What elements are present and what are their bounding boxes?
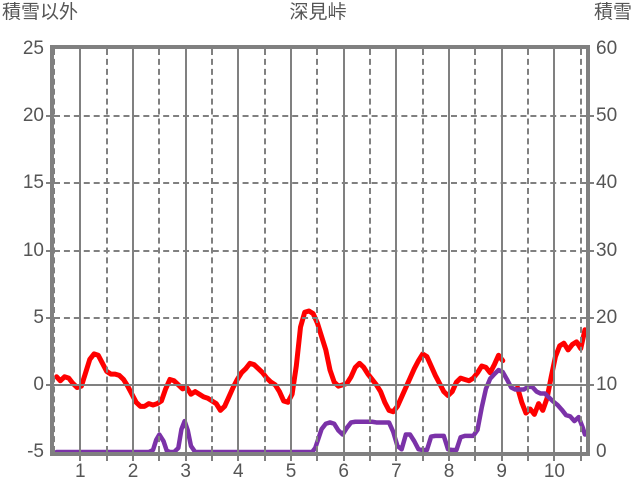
axis-tickmark-bottom [105,455,108,461]
y-axis-left-tick-label: 0 [33,373,44,395]
axis-tickmark-bottom [211,455,214,461]
y-axis-right-tick-label: 30 [596,239,618,261]
axis-tickmark-bottom [500,455,503,461]
y-axis-left-tick-label: -5 [27,441,44,462]
hgridline-minor [54,182,586,185]
y-axis-left-tick-label: 5 [33,306,44,328]
axis-tickmark-left [46,115,52,118]
series-line-snow [54,367,586,452]
axis-tickmark-right [588,249,594,252]
axis-tickmark-bottom [579,455,582,461]
hgridline-minor [54,115,586,118]
axis-tickmark-bottom [553,455,556,461]
axis-tickmark-left [46,182,52,185]
axis-tickmark-bottom [369,455,372,461]
y-axis-left-tick-label: 10 [22,239,44,261]
y-axis-right-tick-label: 40 [596,172,618,194]
x-axis-tick-label: 10 [543,461,565,482]
y-axis-right-tick-label: 50 [596,105,618,127]
series-line-precipitation [54,308,506,415]
chart-title: 深見峠 [289,2,347,23]
axis-tickmark-bottom [395,455,398,461]
axis-tickmark-bottom [158,455,161,461]
right-axis-title: 積雪 [593,2,632,23]
left-axis-title: 積雪以外 [2,2,79,23]
x-axis-tick-label: 2 [127,461,139,482]
y-axis-right-tick-label: 60 [596,38,618,59]
axis-tickmark-bottom [342,455,345,461]
x-axis-tick-label: 7 [391,461,402,482]
hgridline-minor [54,316,586,319]
y-axis-right-tick-label: 20 [596,306,618,328]
y-axis-right-tick-label: 0 [596,441,607,462]
axis-tickmark-left [46,383,52,386]
plot-area [50,45,590,456]
x-axis-tick-label: 3 [180,461,191,482]
plot-inner [54,49,586,452]
axis-tickmark-bottom [290,455,293,461]
x-axis-tick-label: 5 [285,461,297,482]
hgridline-zero [54,383,586,386]
x-axis-tick-label: 1 [75,461,86,482]
y-axis-left-tick-label: 15 [22,172,44,194]
y-axis-left-tick-label: 20 [22,105,44,127]
x-axis-tick-label: 4 [233,461,244,482]
y-axis-right-tick-label: 10 [596,373,618,395]
axis-tickmark-left [46,316,52,319]
axis-tickmark-bottom [79,455,82,461]
axis-tickmark-bottom [184,455,187,461]
axis-tickmark-bottom [237,455,240,461]
axis-tickmark-bottom [316,455,319,461]
axis-tickmark-bottom [474,455,477,461]
y-axis-left-tick-label: 25 [22,38,44,59]
axis-tickmark-right [588,182,594,185]
x-axis-tick-label: 8 [443,461,455,482]
axis-tickmark-bottom [527,455,530,461]
axis-tickmark-right [588,383,594,386]
axis-tickmark-bottom [132,455,134,461]
axis-tickmark-left [46,249,52,252]
axis-tickmark-bottom [421,455,424,461]
axis-tickmark-right [588,115,594,118]
axis-tickmark-bottom [263,455,266,461]
x-axis-tick-label: 6 [338,461,349,482]
axis-tickmark-right [588,316,594,319]
axis-tickmark-bottom [448,455,451,461]
x-axis-tick-label: 9 [496,461,507,482]
hgridline-minor [54,249,586,252]
